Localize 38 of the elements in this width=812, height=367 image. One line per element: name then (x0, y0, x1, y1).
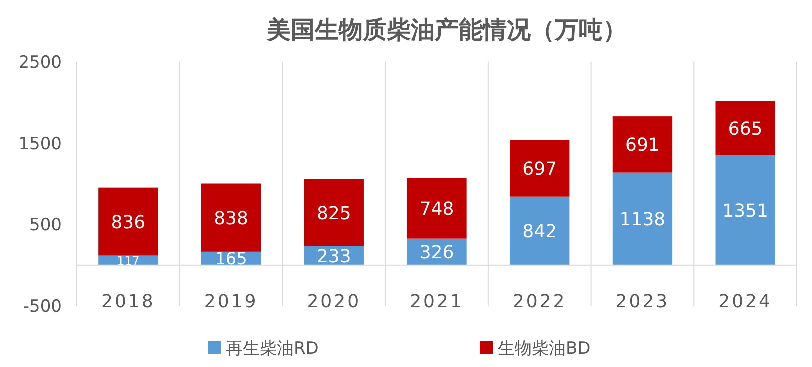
data-label: 838 (214, 208, 248, 230)
y-tick-label: 2500 (18, 53, 62, 73)
y-tick-label: 1500 (18, 134, 62, 154)
bar (201, 184, 262, 252)
data-label: 326 (420, 242, 454, 264)
data-label: 691 (626, 135, 660, 156)
data-label: 842 (522, 222, 558, 243)
x-tick-label: 2019 (204, 291, 258, 312)
x-tick-label: 2023 (616, 291, 670, 312)
legend-label: 生物柴油BD (498, 339, 591, 359)
chart-title: 美国生物质柴油产能情况（万吨） (266, 16, 627, 44)
bar (407, 178, 467, 239)
bar (304, 179, 364, 246)
x-tick-label: 2018 (102, 291, 156, 312)
data-label: 117 (117, 254, 140, 268)
data-label: 165 (215, 248, 248, 269)
data-label: 748 (420, 198, 454, 220)
x-tick-label: 2020 (307, 291, 362, 312)
data-label: 825 (316, 203, 352, 224)
data-label: 665 (728, 118, 763, 140)
data-label: 1351 (722, 200, 768, 222)
bar (98, 188, 158, 256)
data-label: 1138 (620, 210, 666, 231)
data-label: 233 (316, 246, 352, 268)
bar (716, 155, 776, 266)
bar (510, 196, 570, 266)
x-tick-label: 2024 (718, 291, 772, 312)
x-tick-label: 2021 (410, 291, 464, 312)
bar (612, 116, 673, 173)
bar (612, 172, 673, 266)
data-label: 836 (111, 212, 146, 234)
y-tick-label: 500 (30, 216, 62, 236)
y-tick-label: -500 (23, 297, 62, 317)
bar (716, 101, 776, 156)
x-tick-label: 2022 (512, 291, 567, 312)
data-label: 697 (522, 158, 558, 180)
legend-label: 再生柴油RD (226, 339, 319, 359)
bar (510, 140, 570, 197)
